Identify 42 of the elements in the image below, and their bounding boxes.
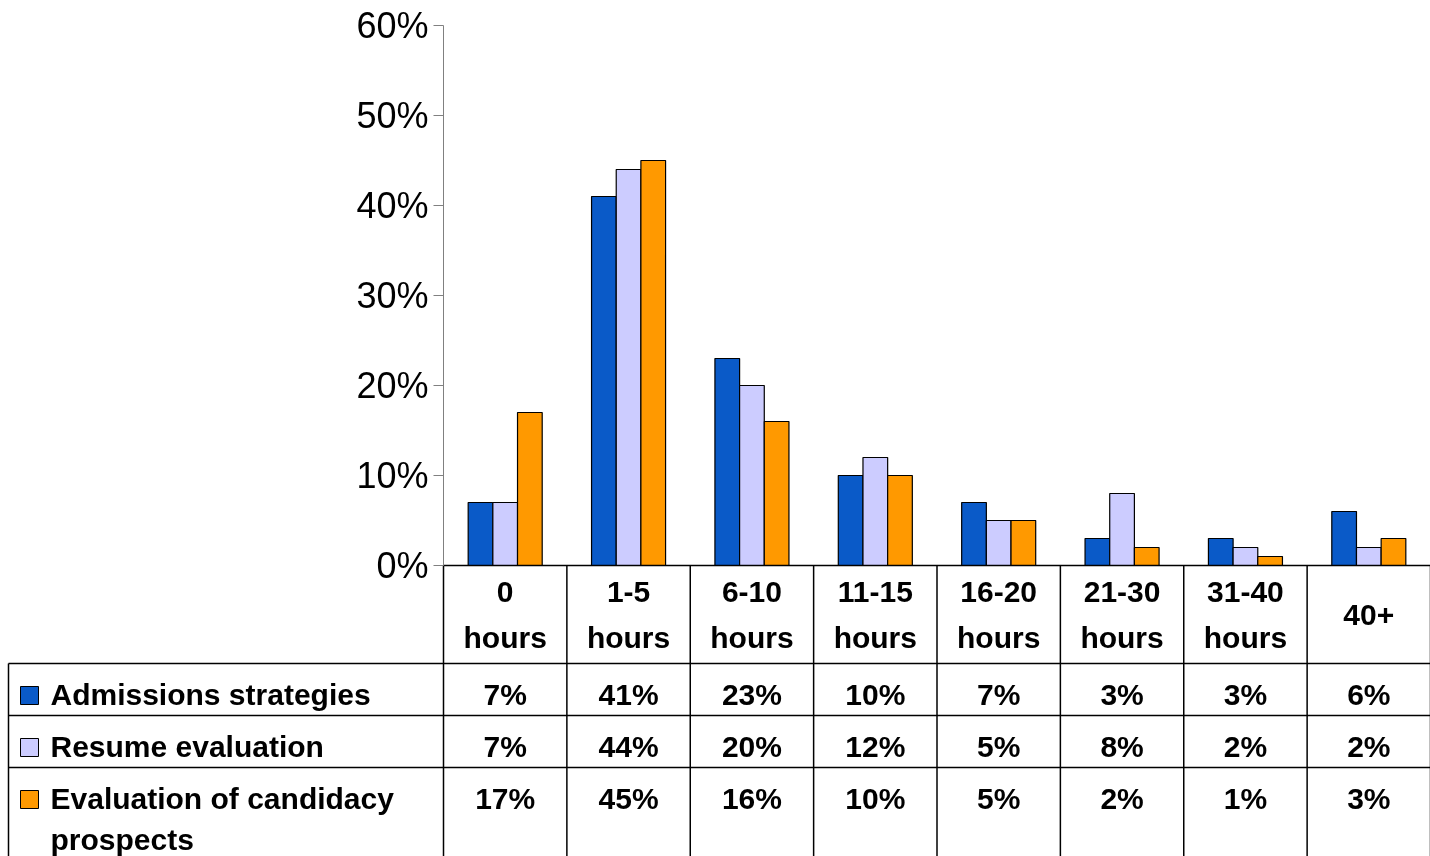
data-label: 3%: [1100, 677, 1144, 711]
data-label: 2%: [1347, 729, 1391, 763]
x-tick-label: 16-20 hours: [957, 574, 1041, 655]
data-label: 23%: [721, 677, 782, 711]
data-label: 2%: [1100, 781, 1144, 815]
data-label: 3%: [1223, 677, 1268, 711]
x-tick-label: 0 hours: [463, 574, 547, 655]
legend-label: Admissions strategies: [50, 677, 371, 711]
y-tick-label: 20%: [356, 365, 429, 406]
data-label: 5%: [977, 781, 1021, 815]
x-tick-label: 31-40 hours: [1203, 574, 1288, 655]
data-label: 8%: [1100, 729, 1144, 763]
data-label: 3%: [1347, 781, 1391, 815]
data-label: 2%: [1223, 729, 1268, 763]
x-tick-label: 1-5 hours: [586, 574, 671, 655]
data-label: 10%: [845, 677, 906, 711]
y-tick-label: 30%: [356, 275, 429, 316]
legend-label: Evaluation of candidacy prospects: [50, 781, 395, 856]
data-label: 7%: [483, 729, 527, 763]
data-label: 10%: [845, 781, 906, 815]
x-tick-label: 21-30 hours: [1080, 574, 1164, 655]
x-tick-label: 40+: [1343, 597, 1395, 631]
data-label: 7%: [483, 677, 527, 711]
x-tick-label: 11-15 hours: [833, 574, 917, 655]
x-tick-label: 6-10 hours: [710, 574, 794, 655]
data-label: 6%: [1347, 677, 1391, 711]
data-label: 16%: [721, 781, 782, 815]
data-label: 1%: [1223, 781, 1268, 815]
legend-label: Resume evaluation: [50, 729, 324, 763]
y-tick-label: 60%: [356, 5, 429, 46]
data-label: 12%: [845, 729, 906, 763]
data-label: 7%: [977, 677, 1021, 711]
y-tick-label: 0%: [376, 545, 429, 586]
y-tick-label: 50%: [356, 95, 429, 136]
y-tick-label: 10%: [356, 455, 429, 496]
data-label: 20%: [721, 729, 782, 763]
data-label: 45%: [598, 781, 659, 815]
data-label: 41%: [598, 677, 659, 711]
y-tick-label: 40%: [356, 185, 429, 226]
data-label: 17%: [475, 781, 536, 815]
data-label: 5%: [977, 729, 1021, 763]
data-label: 44%: [598, 729, 659, 763]
